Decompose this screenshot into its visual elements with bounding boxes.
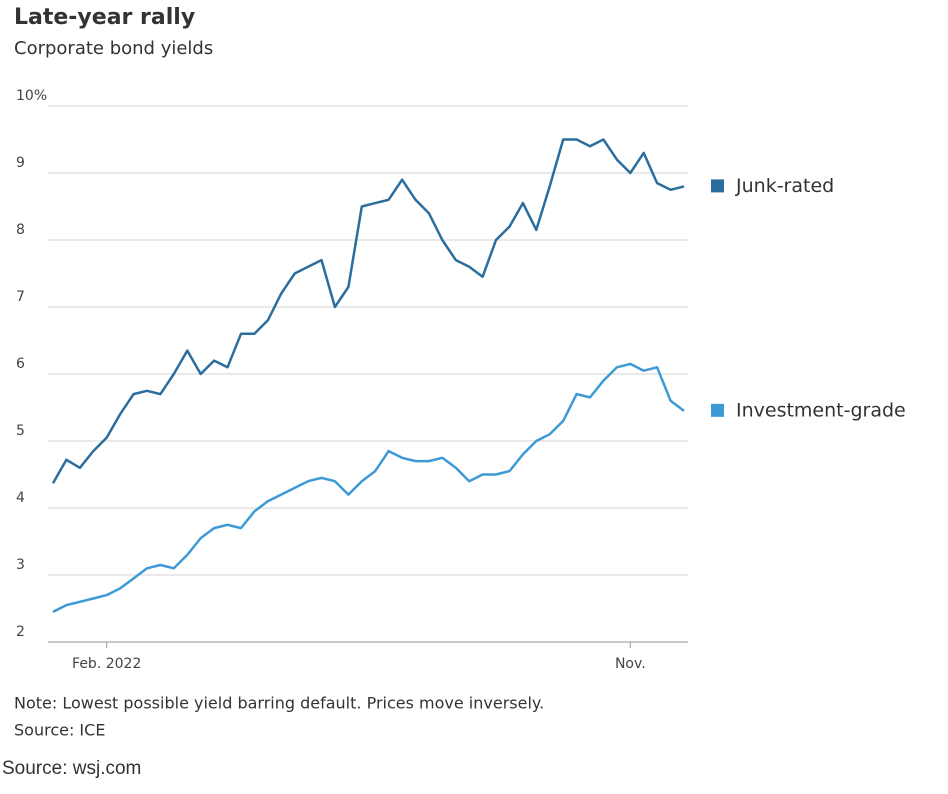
- y-tick-label: 7: [16, 289, 25, 305]
- line: [51, 138, 685, 484]
- y-tick-label: 10%: [16, 88, 47, 104]
- y-tick-label: 4: [16, 490, 25, 506]
- x-tick-label: Feb. 2022: [72, 656, 141, 672]
- source: Source: ICE: [14, 721, 105, 740]
- credit: Source: wsj.com: [2, 758, 141, 779]
- legend-label: Junk-rated: [735, 175, 834, 197]
- y-tick-label: 9: [16, 155, 25, 171]
- y-tick-label: 8: [16, 222, 25, 238]
- y-tick-label: 2: [16, 624, 25, 640]
- legend-swatch: [711, 403, 724, 417]
- note: Note: Lowest possible yield barring defa…: [14, 694, 544, 713]
- chart-subtitle: Corporate bond yields: [14, 38, 213, 59]
- y-tick-label: 3: [16, 557, 25, 573]
- line: [52, 362, 685, 614]
- legend-label: Investment-grade: [736, 399, 906, 421]
- chart-title: Late-year rally: [14, 5, 195, 30]
- y-tick-label: 5: [16, 423, 25, 439]
- x-tick-label: Nov.: [615, 656, 646, 672]
- y-tick-label: 6: [16, 356, 25, 372]
- legend-swatch: [711, 179, 724, 193]
